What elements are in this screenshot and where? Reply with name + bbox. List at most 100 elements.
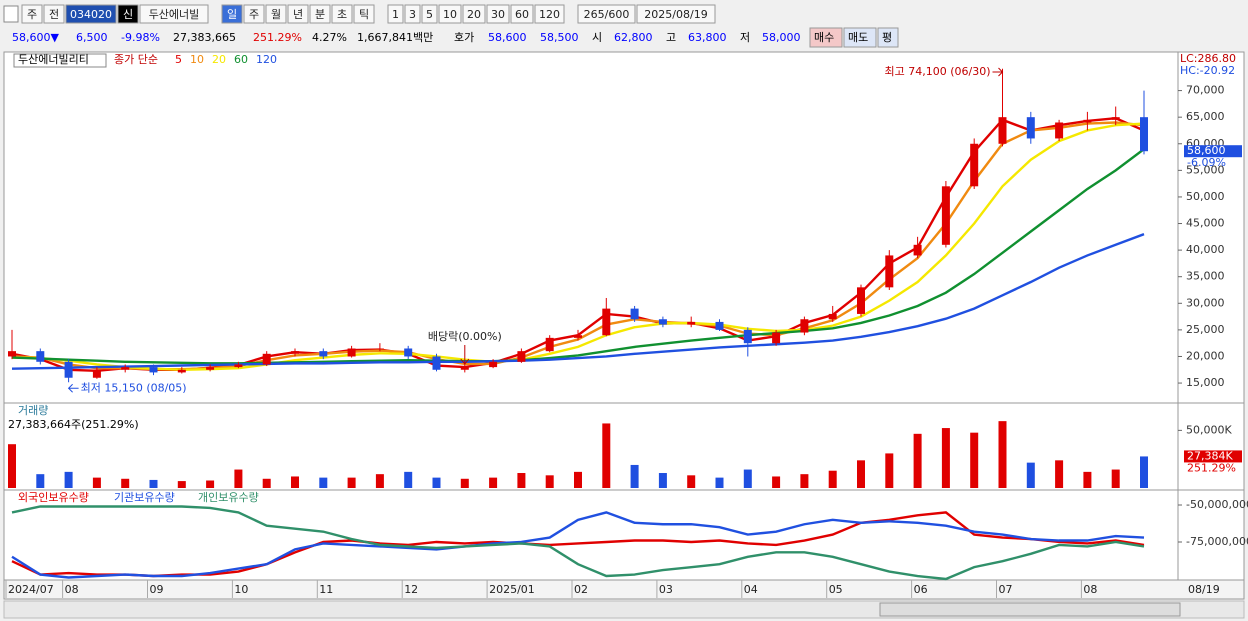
volume-bar [291,476,299,488]
candle-body [8,351,16,357]
toolbar-button[interactable] [221,4,243,24]
last-price: 58,600 [1187,144,1226,157]
moving-average [11,122,1145,371]
volume-bar [970,432,979,488]
candle-body [828,313,837,320]
toolbar-button[interactable] [65,4,117,24]
toolbar-button[interactable] [43,4,65,24]
y-tick-label: 65,000 [1186,110,1225,123]
order-button[interactable] [809,27,843,48]
volume-bar [630,464,639,488]
toolbar-text: 초 [337,8,347,21]
toolbar-button[interactable] [404,4,421,24]
toolbar-button[interactable] [421,4,438,24]
toolbar-text: 분 [315,8,325,21]
order-button[interactable] [843,27,877,48]
quote-value: 매수 [814,31,834,44]
toolbar-text: 주 [27,8,37,21]
toolbar-button[interactable] [243,4,265,24]
moving-average [11,148,1145,365]
chart-title: 두산에너빌리티 [18,53,89,66]
holding-line [11,505,1145,581]
legend-entry: 기관보유수량 [114,491,175,504]
volume-bar [715,477,724,488]
x-tick-label: 2024/07 [8,583,54,596]
volume-bar [319,477,328,488]
x-tick-label: 02 [574,583,588,596]
x-tick-label: 05 [829,583,843,596]
toolbar-button[interactable] [21,4,43,24]
y-tick-label: 40,000 [1186,243,1225,256]
quote-value: 58,600 [488,31,527,44]
candle-body [715,321,724,330]
y-tick-label: 20,000 [1186,349,1225,362]
toolbar-button[interactable] [577,4,636,24]
max-arrow [992,67,1004,77]
chart-subtitle: 종가 단순 [114,53,158,66]
candle-body [121,367,130,370]
axis-bg [1177,51,1245,581]
volume-bar [885,453,894,488]
toolbar-icon[interactable] [3,5,19,23]
candle-body [262,353,271,365]
x-last-label: 08/19 [1188,583,1220,596]
min-annotation: 최저 15,150 (08/05) [81,381,187,394]
volume-bar [517,473,526,488]
toolbar-button[interactable] [353,4,375,24]
legend-entry: 20 [212,53,226,66]
legend-entry: 외국인보유수량 [18,491,89,504]
lc-label: LC:286.80 [1180,52,1236,65]
toolbar-button[interactable] [534,4,565,24]
volume-bar [64,471,73,488]
volume-bar [347,477,356,488]
scroll-controls[interactable] [879,602,1181,617]
volume-bar [177,481,186,488]
volume-bar [8,444,16,488]
x-tick-label: 08 [65,583,79,596]
toolbar-button[interactable] [387,4,404,24]
legend-entry: 120 [256,53,277,66]
toolbar-button[interactable] [287,4,309,24]
volume-bar [262,478,271,488]
toolbar-button[interactable] [309,4,331,24]
moving-average [11,233,1145,370]
toolbar-button[interactable] [139,4,209,24]
y-tick-label: 30,000 [1186,296,1225,309]
toolbar-button[interactable] [117,4,139,24]
volume-bar [574,471,582,488]
toolbar-button[interactable] [331,4,353,24]
toolbar-text: 120 [539,8,560,21]
order-button[interactable] [877,27,899,48]
candle-body [177,369,186,373]
dividend-annotation: 배당락(0.00%) [428,330,502,343]
toolbar-text: 일 [227,7,237,21]
toolbar-button[interactable] [510,4,534,24]
candle-body [517,351,526,362]
x-tick-label: 12 [404,583,418,596]
toolbar-text: 1 [392,8,399,21]
min-arrow [67,383,79,393]
x-tick-label: 09 [150,583,164,596]
x-tick-label: 06 [914,583,928,596]
toolbar-button[interactable] [636,4,716,24]
quote-value: -9.98% [121,31,160,44]
candle-body [234,364,243,368]
candle-body [206,367,215,370]
toolbar-button[interactable] [438,4,462,24]
toolbar-button[interactable] [486,4,510,24]
toolbar-button[interactable] [462,4,486,24]
toolbar-text: 틱 [359,8,369,21]
panel-title: 거래량 [18,404,48,417]
x-tick-label: 10 [234,583,248,596]
volume-bar [121,478,130,488]
x-tick-label: 11 [319,583,333,596]
dividend-arrow [460,345,470,365]
quote-value: 고 [666,31,676,44]
toolbar-button[interactable] [265,4,287,24]
quote-value: 저 [740,31,750,44]
legend-entry: 10 [190,53,204,66]
candle-body [1111,117,1120,120]
candle-body [432,356,441,370]
toolbar-text: 월 [271,8,281,21]
quote-value: 4.27% [312,31,347,44]
